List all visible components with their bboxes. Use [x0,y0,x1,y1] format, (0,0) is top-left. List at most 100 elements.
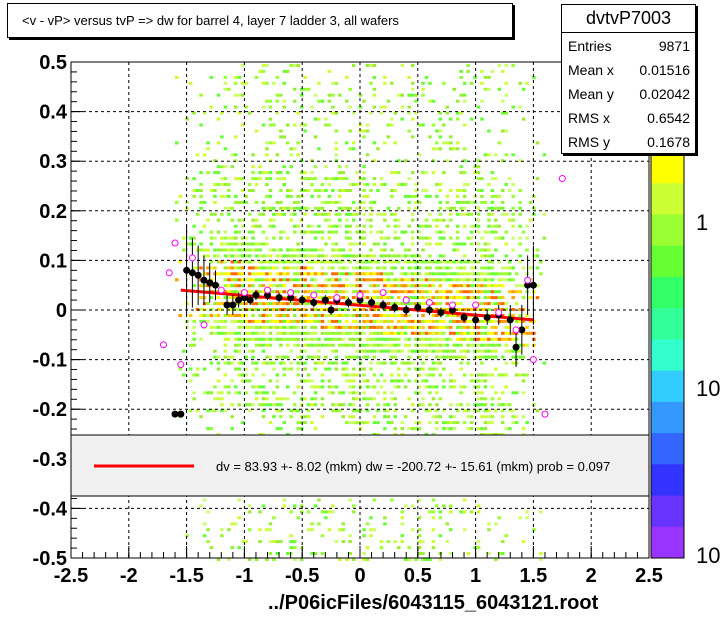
heatmap-cell [487,522,491,526]
heatmap-cell [438,349,443,353]
heatmap-cell [317,385,321,389]
heatmap-cell [251,260,255,264]
heatmap-cell [504,349,508,353]
heatmap-cell [390,189,394,192]
heatmap-cell [313,325,318,329]
heatmap-cell [240,421,245,425]
heatmap-cell [386,296,391,300]
heatmap-cell [414,266,418,270]
heatmap-cell [279,314,283,317]
colorbar-segment [651,526,684,559]
heatmap-cell [258,165,262,169]
heatmap-cell [293,403,297,407]
heatmap-cell [227,337,231,341]
heatmap-cell [403,248,408,252]
heatmap-cell [220,194,224,198]
heatmap-cell [220,248,224,252]
heatmap-cell [351,391,356,395]
heatmap-cell [206,314,210,317]
heatmap-cell [469,415,474,419]
heatmap-cell [334,200,339,204]
heatmap-cell [469,373,474,377]
heatmap-cell [480,290,484,294]
heatmap-cell [341,189,345,192]
heatmap-cell [324,367,328,371]
heatmap-cell [372,64,377,67]
heatmap-cell [209,75,214,79]
heatmap-cell [324,177,328,181]
heatmap-cell [438,361,443,365]
heatmap-cell [216,379,221,383]
heatmap-cell [206,248,210,252]
heatmap-cell [535,177,540,181]
heatmap-cell [490,254,495,258]
heatmap-cell [455,278,460,282]
heatmap-cell [261,260,266,264]
heatmap-cell [449,319,453,323]
heatmap-cell [296,206,300,210]
heatmap-cell [216,325,221,329]
heatmap-cell [254,224,259,228]
heatmap-cell [438,111,443,115]
heatmap-cell [435,337,439,341]
heatmap-cell [535,296,540,300]
heatmap-cell [310,224,314,228]
heatmap-cell [289,212,293,216]
heatmap-cell [286,337,290,341]
heatmap-cell [421,319,425,323]
heatmap-cell [372,183,377,186]
heatmap-cell [431,516,436,520]
heatmap-cell [265,153,269,157]
heatmap-cell [206,540,210,544]
heatmap-cell [480,272,484,276]
heatmap-cell [466,349,470,353]
heatmap-cell [393,397,397,401]
heatmap-cell [351,147,356,151]
heatmap-cell [449,528,453,532]
heatmap-cell [223,331,228,335]
heatmap-cell [476,403,481,407]
heatmap-cell [428,135,432,139]
heatmap-cell [369,296,373,300]
heatmap-cell [327,510,332,514]
heatmap-cell [421,189,425,192]
heatmap-cell [414,337,418,341]
heatmap-cell [410,278,415,282]
heatmap-cell [286,302,290,306]
heatmap-cell [306,284,311,288]
heatmap-cell [272,403,276,407]
heatmap-cell [365,129,370,133]
heatmap-cell [449,260,453,264]
heatmap-cell [383,212,387,216]
heatmap-cell [480,302,484,306]
heatmap-cell [431,373,436,377]
heatmap-cell [438,254,443,258]
heatmap-cell [455,212,460,216]
heatmap-cell [240,224,245,228]
heatmap-cell [369,224,373,228]
heatmap-cell [438,260,443,264]
heatmap-cell [223,284,228,288]
heatmap-cell [299,177,304,181]
heatmap-cell [261,254,266,258]
heatmap-cell [216,117,221,121]
heatmap-cell [282,105,286,109]
heatmap-cell [383,81,387,85]
heatmap-cell [306,373,311,377]
heatmap-cell [400,427,404,431]
heatmap-cell [435,325,439,329]
heatmap-cell [428,278,432,282]
heatmap-cell [306,266,311,270]
heatmap-cell [379,230,384,234]
heatmap-cell [390,212,394,216]
heatmap-cell [400,105,404,109]
heatmap-cell [528,319,533,323]
heatmap-cell [282,325,286,329]
heatmap-cell [296,194,300,198]
heatmap-cell [199,242,203,246]
heatmap-cell [334,81,339,85]
heatmap-cell [234,153,238,157]
heatmap-cell [334,367,339,371]
heatmap-cell [462,385,467,389]
heatmap-cell [234,343,238,347]
